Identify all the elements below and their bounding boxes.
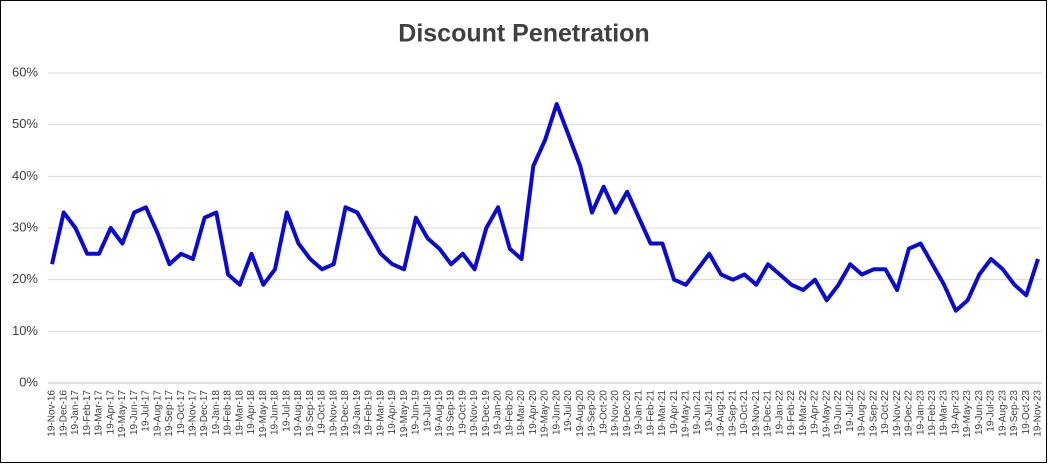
x-tick-label: 19-Aug-22	[857, 390, 868, 437]
x-tick-label: 19-Nov-19	[469, 390, 480, 437]
x-tick-label: 19-Jun-19	[411, 390, 422, 435]
x-tick-label: 19-Dec-18	[340, 390, 351, 437]
x-tick-label: 19-Feb-18	[223, 390, 234, 437]
x-tick-label: 19-May-20	[540, 390, 551, 438]
y-tick-label: 10%	[12, 323, 38, 338]
x-tick-label: 19-Apr-20	[528, 390, 539, 435]
x-tick-label: 19-Nov-20	[610, 390, 621, 437]
x-tick-label: 19-Sep-19	[446, 390, 457, 437]
x-tick-label: 19-Nov-21	[751, 390, 762, 437]
x-tick-label: 19-May-19	[399, 390, 410, 438]
x-tick-label: 19-Sep-20	[587, 390, 598, 437]
x-tick-label: 19-Nov-23	[1033, 390, 1044, 437]
x-tick-label: 19-Dec-16	[58, 390, 69, 437]
y-tick-label: 50%	[12, 116, 38, 131]
x-tick-label: 19-May-18	[258, 390, 269, 438]
x-tick-label: 19-Jul-18	[281, 390, 292, 432]
x-tick-label: 19-Jul-21	[704, 390, 715, 432]
x-tick-label: 19-Apr-19	[387, 390, 398, 435]
x-tick-label: 19-Jan-20	[493, 390, 504, 435]
x-tick-label: 19-Aug-17	[152, 390, 163, 437]
x-tick-label: 19-Oct-23	[1021, 390, 1032, 435]
x-tick-label: 19-Dec-17	[199, 390, 210, 437]
x-tick-label: 19-Dec-19	[481, 390, 492, 437]
x-tick-label: 19-May-22	[821, 390, 832, 438]
x-tick-label: 19-Sep-17	[164, 390, 175, 437]
x-tick-label: 19-Jul-20	[563, 390, 574, 432]
x-tick-label: 19-Sep-22	[868, 390, 879, 437]
x-tick-label: 19-May-17	[117, 390, 128, 438]
x-tick-label: 19-Aug-18	[293, 390, 304, 437]
x-tick-label: 19-Jul-17	[141, 390, 152, 432]
chart-title: Discount Penetration	[398, 20, 649, 48]
x-tick-label: 19-Jan-17	[70, 390, 81, 435]
x-tick-label: 19-Aug-23	[997, 390, 1008, 437]
x-tick-label: 19-Oct-20	[598, 390, 609, 435]
x-tick-label: 19-Jan-18	[211, 390, 222, 435]
x-tick-label: 19-Sep-23	[1009, 390, 1020, 437]
x-tick-label: 19-Jun-21	[692, 390, 703, 435]
x-tick-label: 19-Mar-20	[516, 390, 527, 437]
x-tick-label: 19-Dec-22	[904, 390, 915, 437]
x-tick-label: 19-May-23	[962, 390, 973, 438]
x-tick-label: 19-Jun-23	[974, 390, 985, 435]
x-tick-label: 19-Oct-18	[317, 390, 328, 435]
x-tick-label: 19-Feb-17	[82, 390, 93, 437]
x-tick-label: 19-Feb-20	[504, 390, 515, 437]
x-tick-label: 19-Nov-17	[187, 390, 198, 437]
x-tick-label: 19-Jan-19	[352, 390, 363, 435]
x-tick-label: 19-Oct-21	[739, 390, 750, 435]
x-tick-label: 19-Sep-18	[305, 390, 316, 437]
x-tick-label: 19-Nov-18	[328, 390, 339, 437]
x-tick-label: 19-May-21	[680, 390, 691, 438]
x-tick-label: 19-Aug-20	[575, 390, 586, 437]
x-tick-label: 19-Mar-18	[234, 390, 245, 437]
x-tick-label: 19-Jun-22	[833, 390, 844, 435]
x-tick-label: 19-Apr-21	[669, 390, 680, 435]
x-tick-label: 19-Apr-17	[105, 390, 116, 435]
y-tick-label: 0%	[19, 374, 38, 389]
y-tick-label: 30%	[12, 219, 38, 234]
x-tick-label: 19-Oct-19	[457, 390, 468, 435]
x-tick-label: 19-Feb-22	[786, 390, 797, 437]
x-tick-label: 19-Jul-22	[845, 390, 856, 432]
x-tick-label: 19-Aug-19	[434, 390, 445, 437]
x-tick-label: 19-Jun-18	[270, 390, 281, 435]
x-tick-label: 19-Mar-21	[657, 390, 668, 437]
x-tick-label: 19-Apr-23	[950, 390, 961, 435]
x-tick-label: 19-Aug-21	[716, 390, 727, 437]
x-tick-label: 19-Nov-22	[892, 390, 903, 437]
x-tick-label: 19-Jun-17	[129, 390, 140, 435]
y-tick-label: 20%	[12, 271, 38, 286]
x-tick-label: 19-Jan-23	[915, 390, 926, 435]
x-tick-label: 19-Feb-19	[364, 390, 375, 437]
x-tick-label: 19-Dec-20	[622, 390, 633, 437]
data-line	[50, 102, 1040, 313]
x-tick-label: 19-Oct-17	[176, 390, 187, 435]
x-tick-label: 19-Jan-21	[634, 390, 645, 435]
x-tick-label: 19-Jul-19	[422, 390, 433, 432]
x-tick-label: 19-Feb-23	[927, 390, 938, 437]
x-tick-label: 19-Mar-23	[939, 390, 950, 437]
x-tick-label: 19-Apr-18	[246, 390, 257, 435]
x-tick-label: 19-Dec-21	[763, 390, 774, 437]
y-tick-label: 60%	[12, 64, 38, 79]
x-tick-label: 19-Jul-23	[986, 390, 997, 432]
x-tick-label: 19-Sep-21	[727, 390, 738, 437]
x-tick-label: 19-Mar-22	[798, 390, 809, 437]
y-tick-label: 40%	[12, 168, 38, 183]
x-tick-label: 19-Mar-19	[375, 390, 386, 437]
x-tick-label: 19-Nov-16	[47, 390, 58, 437]
x-tick-label: 19-Jan-22	[774, 390, 785, 435]
x-tick-label: 19-Apr-22	[810, 390, 821, 435]
x-tick-label: 19-Jun-20	[551, 390, 562, 435]
x-tick-label: 19-Feb-21	[645, 390, 656, 437]
x-tick-label: 19-Mar-17	[94, 390, 105, 437]
x-tick-label: 19-Oct-22	[880, 390, 891, 435]
